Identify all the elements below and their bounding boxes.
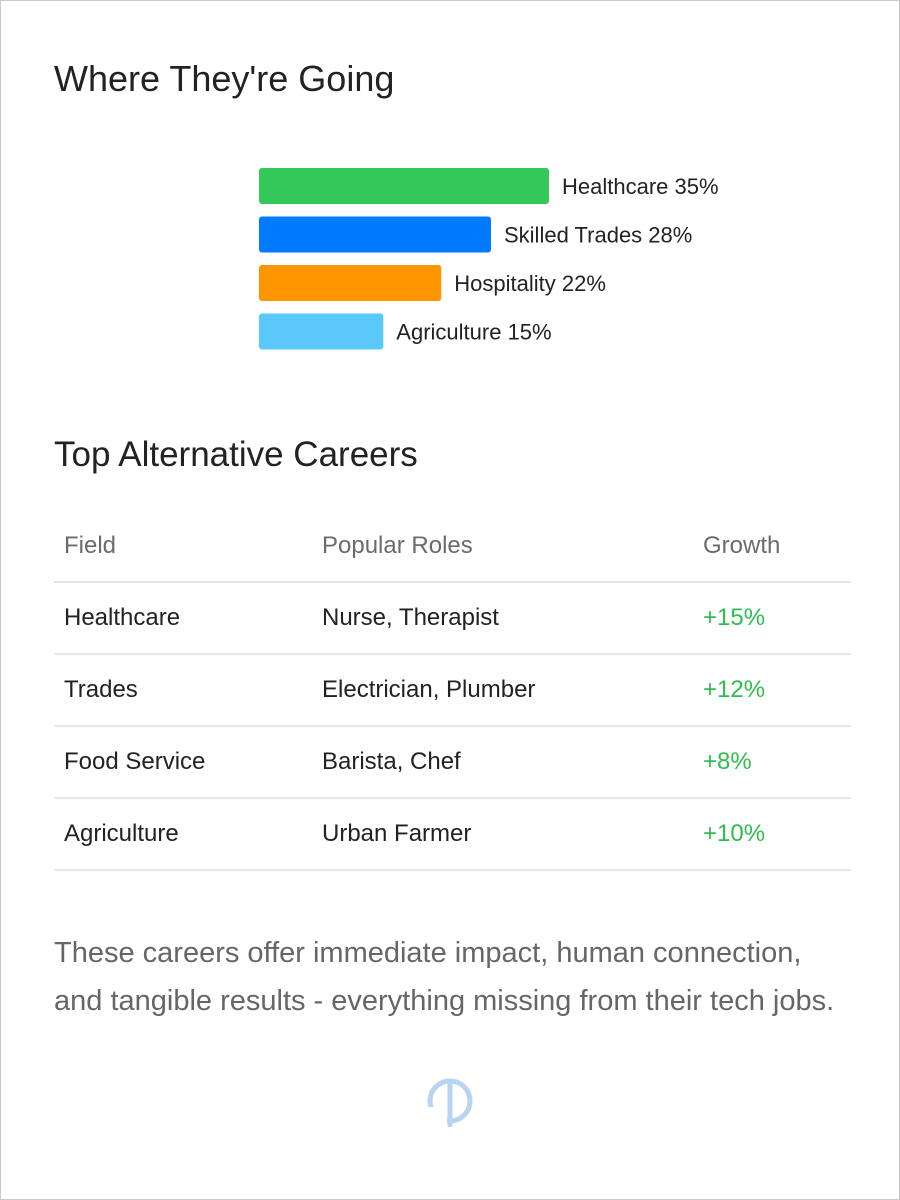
table-row: Agriculture Urban Farmer +10% (54, 798, 851, 871)
bar-label: Agriculture 15% (396, 320, 551, 345)
bar-agriculture (259, 313, 384, 350)
cell-roles: Nurse, Therapist (312, 582, 693, 655)
cell-growth: +10% (693, 798, 851, 871)
cell-growth: +15% (693, 582, 851, 655)
bar-label: Hospitality 22% (454, 271, 606, 296)
section-title-careers: Top Alternative Careers (54, 435, 418, 474)
careers-table: Field Popular Roles Growth Healthcare Nu… (54, 511, 851, 871)
table-row: Healthcare Nurse, Therapist +15% (54, 582, 851, 655)
bar-hospitality (259, 265, 442, 301)
table-header-row: Field Popular Roles Growth (54, 511, 851, 583)
table-row: Trades Electrician, Plumber +12% (54, 654, 851, 727)
cell-field: Agriculture (54, 798, 312, 871)
column-header-field: Field (54, 511, 312, 583)
cell-growth: +12% (693, 654, 851, 727)
column-header-growth: Growth (693, 511, 851, 583)
watermark-logo-icon (425, 1078, 473, 1127)
destinations-bar-chart: Healthcare 35% Skilled Trades 28% Hospital… (259, 168, 719, 350)
bar-label: Healthcare 35% (562, 174, 719, 199)
section-title-destinations: Where They're Going (54, 58, 395, 99)
bar-label: Skilled Trades 28% (504, 223, 692, 248)
summary-text: These careers offer immediate impact, hu… (54, 937, 835, 1017)
cell-field: Food Service (54, 726, 312, 799)
cell-field: Healthcare (54, 582, 312, 655)
bar-healthcare (259, 168, 549, 204)
table-row: Food Service Barista, Chef +8% (54, 726, 851, 799)
bar-skilled-trades (259, 216, 491, 253)
cell-growth: +8% (693, 726, 851, 799)
cell-field: Trades (54, 654, 312, 727)
column-header-roles: Popular Roles (312, 511, 693, 583)
cell-roles: Electrician, Plumber (312, 654, 693, 727)
cell-roles: Barista, Chef (312, 726, 693, 799)
cell-roles: Urban Farmer (312, 798, 693, 871)
